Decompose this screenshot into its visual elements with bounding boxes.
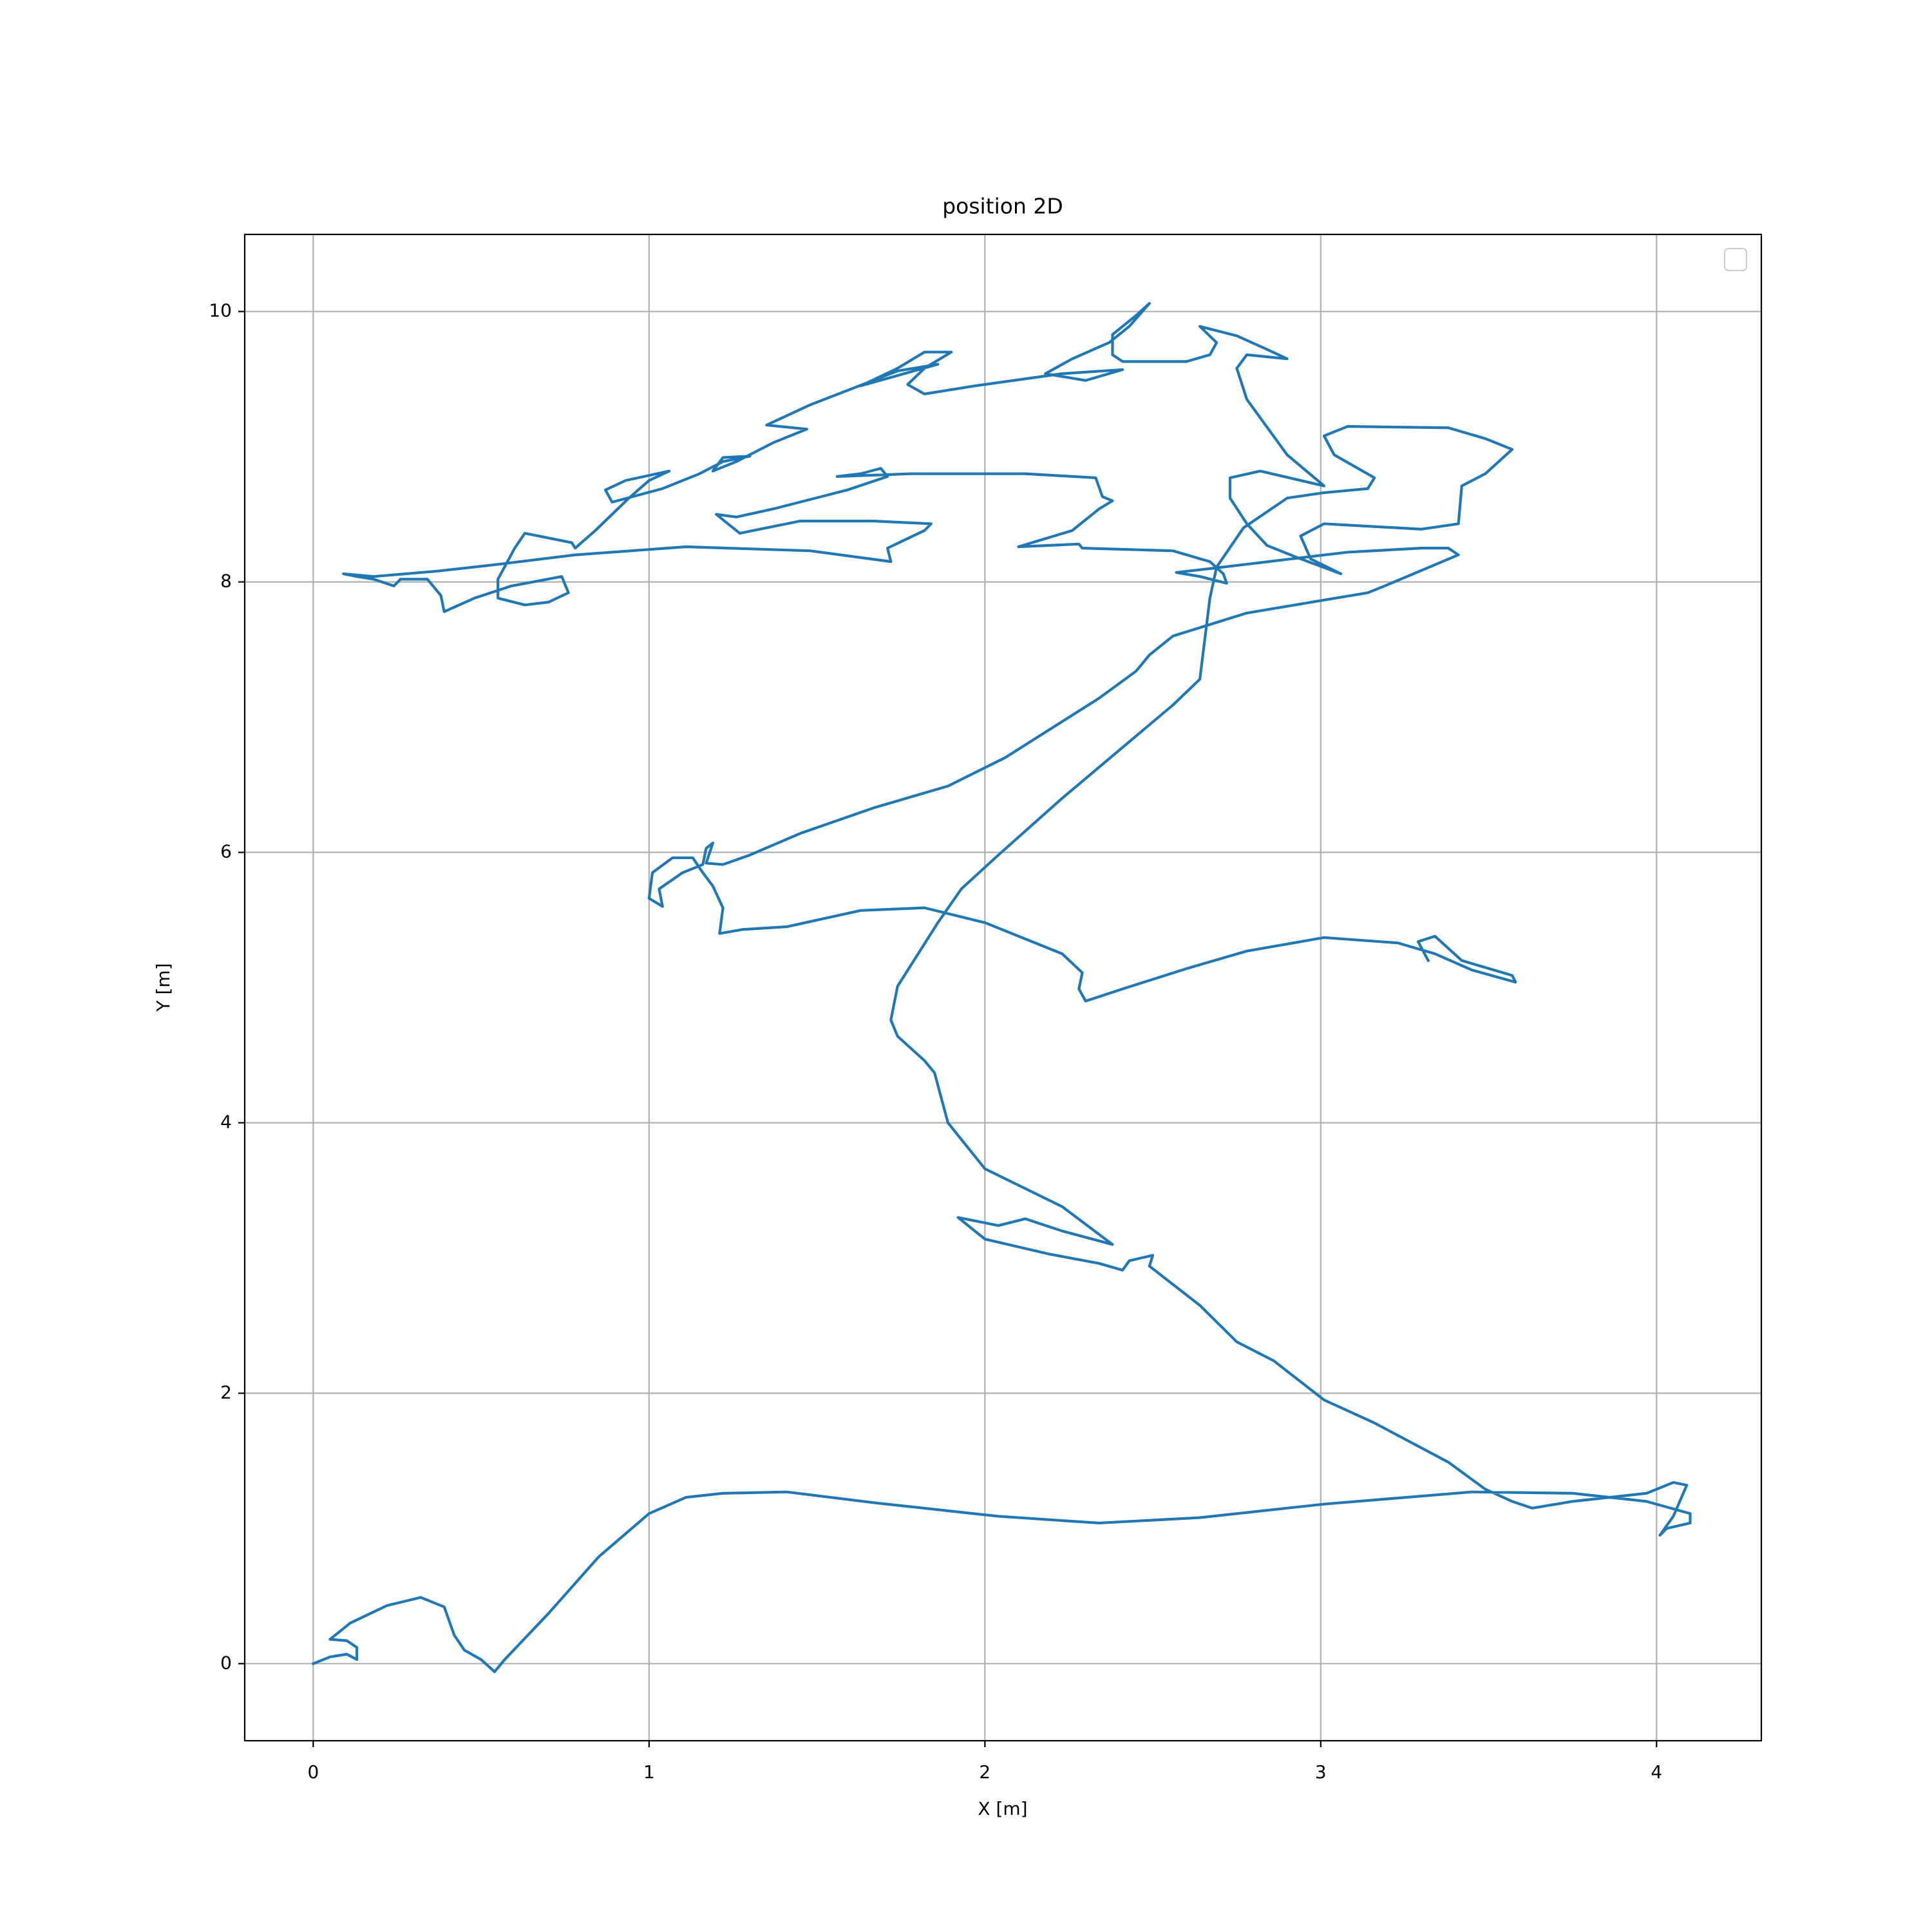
chart-title: position 2D xyxy=(942,194,1063,219)
y-tick-label: 8 xyxy=(220,571,232,592)
y-tick-label: 10 xyxy=(209,300,232,321)
trajectory-line xyxy=(311,301,1692,1674)
x-tick-label: 3 xyxy=(1315,1761,1327,1783)
y-tick-label: 4 xyxy=(220,1111,232,1132)
y-tick-label: 6 xyxy=(220,841,232,862)
x-tick-label: 0 xyxy=(307,1761,319,1783)
legend xyxy=(1724,248,1747,271)
plot-area xyxy=(311,301,1692,1674)
y-tick-label: 2 xyxy=(220,1381,232,1403)
x-tick-label: 2 xyxy=(979,1761,990,1783)
x-axis-label: X [m] xyxy=(978,1798,1027,1819)
x-tick-label: 1 xyxy=(643,1761,655,1783)
axes-frame xyxy=(243,233,1763,1742)
x-tick-label: 4 xyxy=(1651,1761,1662,1783)
y-axis-label: Y [m] xyxy=(153,963,174,1012)
y-tick-label: 0 xyxy=(220,1652,232,1673)
